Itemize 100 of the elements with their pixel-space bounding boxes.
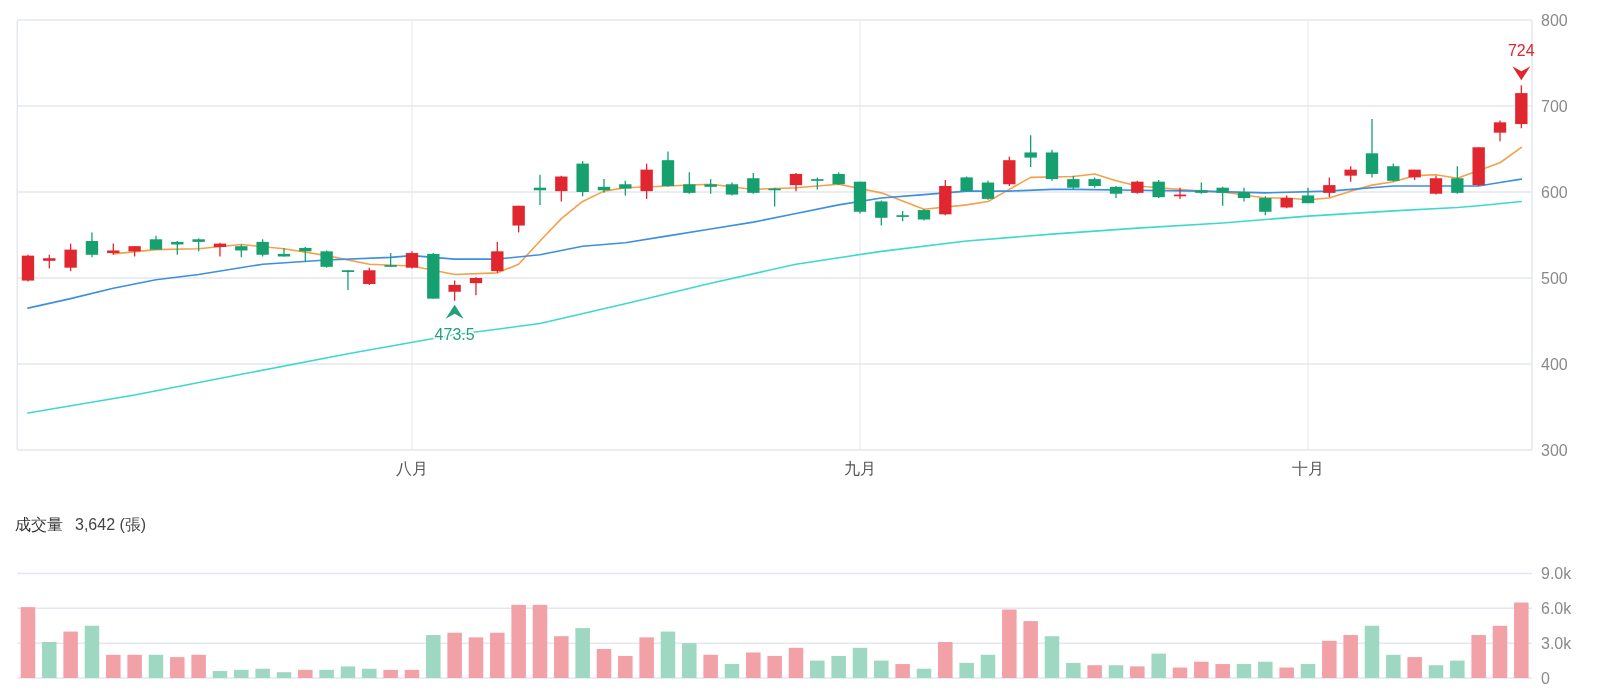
bar [1194, 661, 1209, 678]
chart-subtitle: 3,642 (張) [75, 516, 147, 533]
bar [980, 654, 996, 678]
bar [298, 669, 313, 678]
candlestick [1216, 186, 1229, 207]
candlestick [1493, 119, 1507, 142]
candlestick [341, 269, 355, 291]
bar [1108, 665, 1124, 678]
bar [511, 604, 526, 678]
y-tick-label: 800 [1541, 11, 1568, 29]
bar [1044, 636, 1060, 678]
bar [212, 671, 228, 678]
candlestick [277, 247, 291, 258]
bar [170, 657, 185, 678]
candlestick [1429, 175, 1443, 196]
y-tick-label: 500 [1541, 269, 1568, 287]
bar [1151, 653, 1166, 678]
bar [1407, 657, 1422, 678]
y-tick-label: 3.0k [1541, 634, 1573, 652]
bar [276, 672, 292, 678]
bar [319, 669, 334, 678]
bar [831, 655, 846, 678]
candlestick [789, 172, 803, 192]
bar [1066, 662, 1081, 678]
bar [490, 632, 505, 678]
bar [746, 652, 761, 678]
candlestick [512, 205, 525, 234]
candlestick [1451, 165, 1464, 195]
candlestick [64, 242, 77, 272]
bar [1023, 621, 1038, 678]
y-tick-label: 700 [1541, 97, 1568, 115]
bar [1514, 602, 1529, 678]
candlestick [469, 276, 483, 296]
candlestick [981, 180, 995, 201]
bar [1087, 665, 1102, 678]
bar [959, 662, 974, 678]
bar [84, 625, 100, 678]
bar [127, 654, 142, 678]
bar [426, 635, 441, 678]
candlestick [491, 241, 504, 274]
bar [63, 631, 78, 678]
candlestick [875, 199, 888, 227]
candlestick [747, 172, 760, 195]
bar [810, 660, 825, 678]
candlestick [1259, 195, 1272, 216]
y-tick-label: 0 [1541, 669, 1550, 687]
y-tick-label: 6.0k [1541, 599, 1573, 617]
candlestick [448, 279, 461, 302]
bar [1130, 666, 1145, 678]
x-tick-label: 九月 [843, 460, 876, 477]
bar [1236, 664, 1252, 678]
y-tick-label: 400 [1541, 355, 1568, 373]
y-tick-label: 9.0k [1541, 565, 1573, 582]
bar [618, 655, 633, 678]
bar [660, 631, 676, 678]
x-tick-label: 十月 [1292, 460, 1324, 477]
bar [938, 642, 953, 678]
bar [1471, 635, 1486, 678]
bar [639, 637, 654, 678]
bar [255, 668, 270, 678]
bar [383, 669, 398, 678]
bar [404, 669, 420, 678]
bar [1279, 667, 1294, 678]
bar [106, 654, 121, 678]
bar [1386, 654, 1401, 678]
bar [42, 642, 57, 678]
candlestick [1024, 134, 1037, 168]
bar [1364, 625, 1380, 678]
bar [1428, 665, 1444, 678]
bar [1492, 625, 1508, 678]
bar [874, 660, 889, 678]
bar [1172, 667, 1188, 678]
candlestick [1152, 179, 1165, 199]
annotation: 724 [1507, 42, 1535, 60]
bar [596, 648, 612, 678]
bar [340, 666, 356, 678]
candlestick [1323, 176, 1336, 198]
bar [682, 643, 697, 678]
bar [916, 668, 932, 678]
bar [191, 654, 206, 678]
bar [234, 669, 249, 678]
candlestick [555, 175, 568, 203]
x-tick-label: 八月 [395, 460, 428, 477]
chart-title: 成交量 [15, 516, 63, 533]
bar [1215, 664, 1230, 678]
bar [1322, 640, 1337, 678]
candlestick [1365, 118, 1379, 179]
bar [148, 654, 164, 678]
candlestick [1387, 162, 1400, 183]
y-tick-label: 600 [1541, 183, 1568, 201]
bar [1300, 664, 1316, 678]
line-series [27, 178, 1523, 309]
bar [1258, 661, 1273, 678]
line-series [27, 200, 1523, 414]
bar [468, 637, 484, 678]
bar [1343, 635, 1358, 678]
bar [1450, 660, 1465, 678]
candlestick [683, 171, 696, 195]
bar [362, 668, 377, 678]
bar [703, 654, 718, 678]
